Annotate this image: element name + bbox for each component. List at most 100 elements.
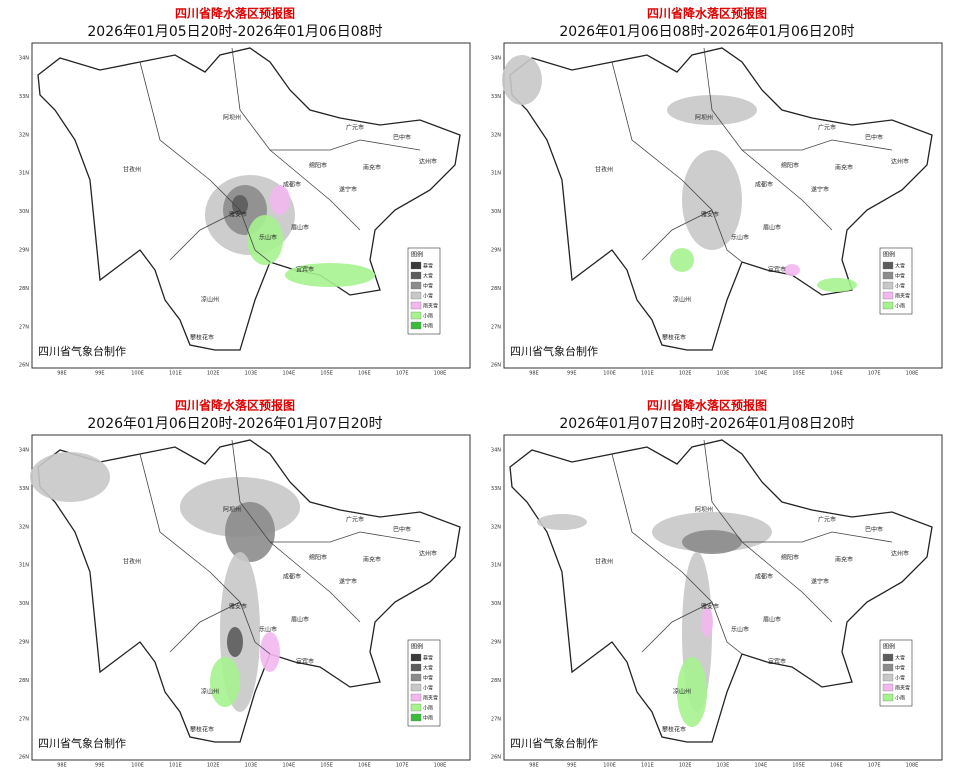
lat-label: 30N [19,209,29,215]
lat-label: 27N [491,324,501,330]
city-label: 遂宁市 [339,186,357,194]
city-label: 广元市 [346,124,364,132]
map-panel: 四川省降水落区预报图 2026年01月05日20时-2026年01月06日08时 3… [19,6,471,377]
map-panel: 四川省降水落区预报图 2026年01月06日08时-2026年01月06日20时 3… [491,6,943,377]
legend-label: 中雪 [423,675,433,682]
lat-label: 31N [491,171,501,177]
legend-title: 图例 [411,251,423,259]
legend-label: 中雪 [895,665,905,672]
city-label: 甘孜州 [595,166,613,174]
lon-label: 100E [131,371,144,377]
province-outline [509,439,933,743]
legend-label: 大雪 [423,665,433,672]
legend-swatch [882,673,894,682]
city-label: 广元市 [818,124,836,132]
legend-label: 中雨 [423,323,433,330]
lat-label: 33N [491,94,501,100]
panel-title: 四川省降水落区预报图 [647,398,767,413]
panel-subtitle: 2026年01月07日20时-2026年01月08日20时 [559,416,854,432]
precip-area [502,55,542,105]
precip-area [817,278,857,292]
lon-label: 100E [603,763,616,769]
lon-label: 108E [434,763,447,769]
city-label: 南充市 [835,556,853,564]
lon-label: 105E [792,371,805,377]
lon-label: 105E [792,763,805,769]
city-label: 绵阳市 [781,162,799,170]
legend-swatch [410,653,422,662]
legend-title: 图例 [411,643,423,651]
city-label: 绵阳市 [309,554,327,562]
city-label: 雅安市 [701,603,719,611]
city-label: 乐山市 [731,626,749,634]
city-label: 达州市 [419,550,437,558]
legend-swatch [882,693,894,702]
city-label: 遂宁市 [339,578,357,586]
lon-label: 101E [169,763,182,769]
city-label: 攀枝花市 [662,334,686,342]
legend-swatch [410,703,422,712]
legend-label: 小雪 [423,685,433,692]
credit: 四川省气象台制作 [510,736,598,750]
legend-label: 中雨 [423,715,433,722]
lon-label: 100E [131,763,144,769]
legend-title: 图例 [883,643,895,651]
legend-title: 图例 [883,251,895,259]
lat-label: 32N [491,132,501,138]
lon-label: 106E [830,371,843,377]
lon-label: 99E [567,763,577,769]
lat-label: 28N [491,286,501,292]
lon-label: 104E [282,371,295,377]
lon-label: 103E [717,763,730,769]
map-panel: 四川省降水落区预报图 2026年01月07日20时-2026年01月08日20时 3… [491,398,943,769]
lon-label: 101E [169,371,182,377]
city-label: 巴中市 [865,134,883,142]
lon-label: 103E [245,763,258,769]
city-label: 宜宾市 [296,266,314,274]
legend-label: 大雪 [423,273,433,280]
lon-label: 101E [641,763,654,769]
lon-label: 106E [358,763,371,769]
city-label: 雅安市 [229,211,247,219]
legend-swatch [410,683,422,692]
lat-label: 33N [491,486,501,492]
panel-title: 四川省降水落区预报图 [175,6,295,21]
boundary [270,139,421,151]
legend-swatch [410,301,422,310]
lat-label: 27N [491,716,501,722]
precip-area [270,185,290,215]
city-label: 达州市 [419,158,437,166]
legend-swatch [882,653,894,662]
legend-swatch [882,663,894,672]
lon-label: 98E [529,763,539,769]
lon-label: 108E [906,763,919,769]
city-label: 广元市 [346,516,364,524]
city-label: 遂宁市 [811,186,829,194]
boundary [703,47,833,231]
city-label: 乐山市 [259,626,277,634]
city-label: 甘孜州 [123,166,141,174]
city-label: 绵阳市 [781,554,799,562]
panel-title: 四川省降水落区预报图 [647,6,767,21]
legend-label: 暴雪 [423,655,433,662]
legend-label: 大雪 [895,655,905,662]
lon-label: 99E [95,371,105,377]
lon-label: 104E [754,763,767,769]
city-label: 攀枝花市 [190,726,214,734]
lat-label: 28N [491,678,501,684]
city-label: 达州市 [891,158,909,166]
map-panel: 四川省降水落区预报图 2026年01月06日20时-2026年01月07日20时 3… [19,398,471,769]
lat-label: 32N [19,132,29,138]
legend-label: 小雨 [895,303,905,310]
precip-area [227,627,243,657]
legend-swatch [410,261,422,270]
city-label: 成都市 [283,181,301,189]
city-label: 攀枝花市 [190,334,214,342]
legend-label: 小雨 [895,695,905,702]
precip-area [247,215,283,265]
credit: 四川省气象台制作 [38,736,126,750]
lon-label: 103E [717,371,730,377]
boundary [169,209,241,261]
lat-label: 30N [491,601,501,607]
city-label: 雅安市 [701,211,719,219]
